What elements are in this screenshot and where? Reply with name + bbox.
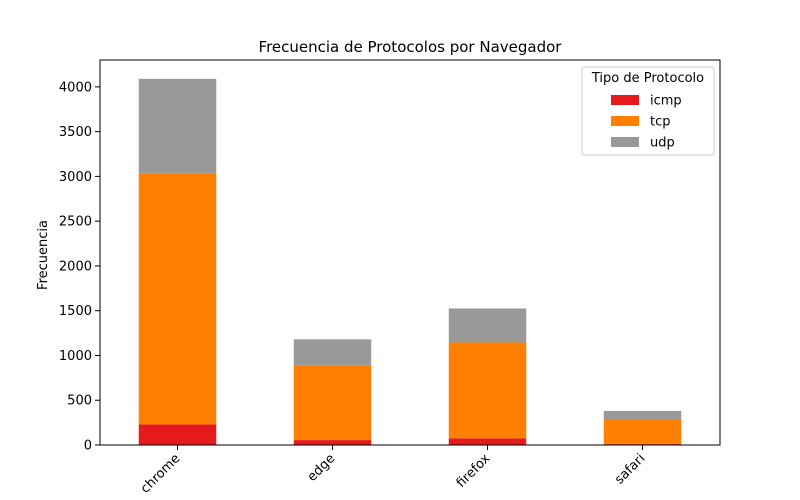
legend-label-udp: udp [650,136,675,151]
legend: Tipo de Protocolo icmp tcp udp [581,66,715,156]
y-tick-label: 1500 [59,304,92,319]
bar-tcp-edge [293,364,372,441]
legend-label-tcp: tcp [650,115,671,130]
y-tick-label: 1000 [59,349,92,364]
bar-udp-firefox [448,308,527,343]
y-tick-label: 2500 [59,215,92,230]
chart-title: Frecuencia de Protocolos por Navegador [259,38,563,56]
y-tick-label: 3000 [59,170,92,185]
bar-icmp-chrome [138,424,217,445]
y-tick-label: 4000 [59,80,92,95]
bar-tcp-firefox [448,342,527,439]
x-tick-label: chrome [138,451,183,496]
x-tick-label: edge [305,451,339,485]
legend-swatch-icmp [611,95,639,105]
legend-label-icmp: icmp [650,94,682,109]
plot-frame [99,59,721,446]
bar-udp-safari [603,410,682,420]
y-tick-label: 500 [67,394,92,409]
legend-box [581,66,715,156]
bar-tcp-safari [603,419,682,445]
legend-swatch-tcp [611,116,639,126]
legend-title: Tipo de Protocolo [591,71,704,86]
legend-swatch-udp [611,137,639,147]
bar-udp-chrome [138,78,217,174]
y-tick-label: 0 [84,439,92,454]
bar-tcp-chrome [138,173,217,425]
y-tick-label: 3500 [59,125,92,140]
bar-icmp-edge [293,440,372,445]
y-tick-label: 2000 [59,259,92,274]
legend-entries: icmp tcp udp [611,94,682,151]
x-tick-label: firefox [454,451,494,491]
x-tick-label: safari [612,451,648,487]
bar-udp-edge [293,339,372,365]
bar-icmp-firefox [448,438,527,445]
bars-group [138,78,682,445]
y-axis-label: Frecuencia [36,220,51,290]
